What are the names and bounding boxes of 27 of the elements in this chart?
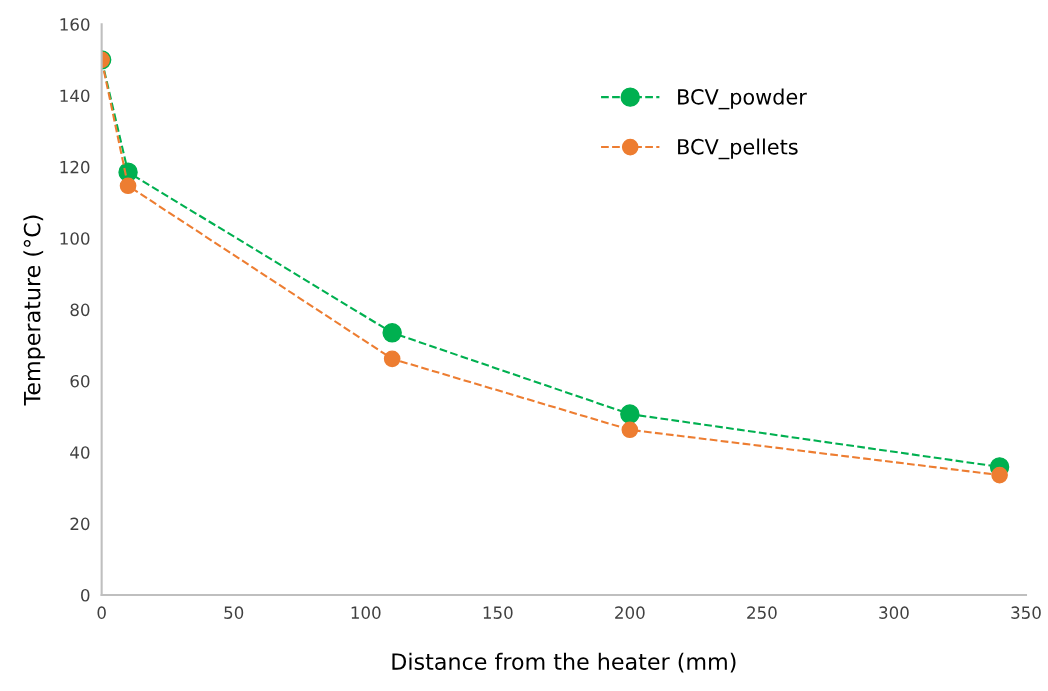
y-axis-title: Temperature (°C) — [23, 215, 45, 406]
point — [382, 323, 402, 343]
legend-label: BCV_pellets — [678, 138, 798, 160]
x-tick-label: 150 — [483, 606, 513, 619]
y-tick-label: 160 — [60, 18, 90, 31]
y-tick-label: 60 — [70, 374, 90, 388]
legend-label: BCV_powder — [678, 88, 807, 110]
x-axis-title: Distance from the heater (mm) — [392, 652, 736, 673]
y-tick-label: 140 — [60, 89, 90, 103]
x-tick-label: 50 — [224, 606, 244, 619]
y-tick-label: 0 — [81, 588, 90, 602]
point — [991, 466, 1008, 484]
x-tick-label: 250 — [747, 606, 777, 619]
point — [621, 421, 639, 439]
x-tick-label: 0 — [97, 606, 106, 619]
y-tick-label: 100 — [60, 232, 90, 245]
x-tick-label: 300 — [879, 606, 909, 619]
y-tick-label: 20 — [70, 517, 90, 531]
y-tick-label: 120 — [60, 160, 90, 174]
x-tick-label: 200 — [615, 606, 645, 619]
point — [383, 350, 401, 368]
x-tick-label: 350 — [1011, 606, 1041, 619]
x-tick-label: 100 — [351, 606, 381, 619]
point — [119, 177, 137, 195]
point — [620, 404, 640, 424]
y-tick-label: 40 — [70, 446, 90, 459]
y-tick-label: 80 — [70, 303, 90, 317]
